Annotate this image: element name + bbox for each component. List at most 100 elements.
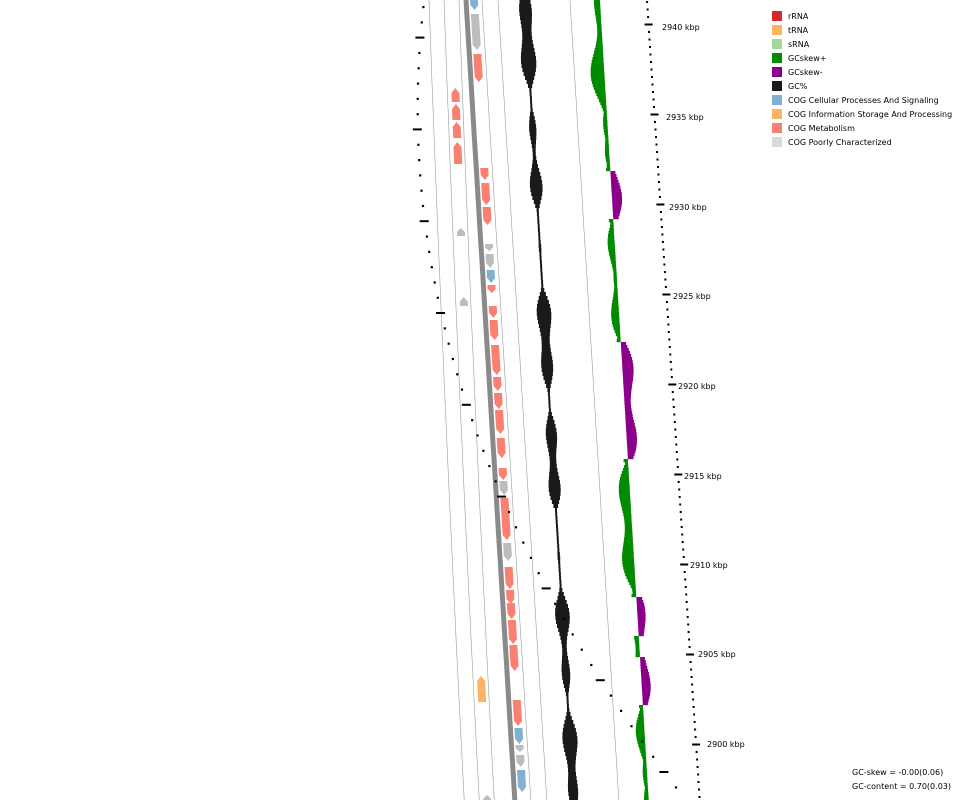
gc-skew-positive-bar — [607, 237, 615, 241]
gc-skew-positive-bar — [603, 126, 608, 130]
ring-line — [428, 0, 465, 800]
cog-feature-arrow — [517, 770, 526, 792]
gc-skew-positive-bar — [601, 105, 607, 109]
gc-skew-negative-bar — [642, 702, 648, 706]
minor-tick — [662, 248, 665, 251]
minor-tick — [649, 53, 652, 56]
gc-skew-positive-bar — [596, 18, 602, 22]
kbp-label: 2940 kbp — [662, 23, 700, 32]
cog-feature-arrow — [481, 183, 491, 205]
gc-skew-positive-bar — [621, 504, 631, 508]
gc-skew-positive-bar — [622, 510, 632, 514]
legend-label: COG Metabolism — [788, 123, 855, 133]
minor-tick — [661, 233, 664, 236]
gc-skew-negative-bar — [627, 447, 637, 451]
gc-skew-positive-bar — [614, 285, 618, 289]
gc-skew-positive-bar — [620, 477, 630, 481]
minor-tick — [641, 740, 644, 743]
cog-feature-arrow — [477, 676, 487, 702]
gc-skew-positive-bar — [613, 327, 620, 331]
gc-skew-positive-bar — [611, 261, 616, 265]
gc-skew-positive-bar — [613, 270, 617, 274]
gc-skew-positive-bar — [631, 594, 637, 598]
gc-skew-positive-bar — [636, 720, 644, 724]
major-tick — [436, 312, 446, 314]
major-tick — [692, 743, 701, 746]
minor-tick — [657, 166, 659, 168]
minor-tick — [696, 758, 699, 761]
minor-tick — [620, 709, 623, 712]
gc-skew-negative-bar — [611, 183, 620, 187]
cog-feature-arrow — [503, 543, 512, 561]
legend-swatch — [772, 109, 782, 119]
minor-tick — [668, 338, 671, 341]
gc-skew-positive-bar — [613, 273, 617, 277]
minor-tick — [681, 533, 684, 536]
legend-label: GCskew+ — [788, 53, 827, 63]
gc-skew-positive-bar — [612, 324, 620, 328]
gc-skew-positive-bar — [593, 87, 606, 91]
gc-skew-positive-bar — [643, 777, 648, 781]
minor-tick — [660, 226, 663, 228]
gc-skew-negative-bar — [624, 393, 631, 397]
major-tick — [461, 403, 471, 406]
gc-skew-positive-bar — [641, 753, 646, 757]
legend-label: tRNA — [788, 25, 809, 35]
kbp-label: 2935 kbp — [666, 113, 704, 122]
major-tick — [541, 587, 551, 590]
gc-skew-positive-bar — [623, 540, 633, 544]
gc-skew-positive-bar — [609, 255, 616, 259]
cog-feature-arrow — [507, 620, 517, 644]
major-tick — [650, 113, 659, 116]
cog-feature-arrow — [491, 345, 501, 375]
gc-skew-negative-bar — [641, 687, 651, 691]
gc-skew-positive-bar — [595, 12, 601, 16]
gc-skew-negative-bar — [637, 615, 646, 619]
minor-tick — [690, 668, 693, 671]
legend-label: rRNA — [788, 11, 809, 21]
minor-tick — [658, 188, 661, 191]
major-tick — [668, 383, 677, 386]
cog-feature-arrow — [485, 254, 494, 268]
gc-skew-positive-bar — [621, 507, 631, 511]
gc-skew-positive-bar — [605, 144, 609, 148]
gc-skew-positive-bar — [606, 168, 611, 172]
minor-tick — [433, 281, 436, 284]
gc-skew-positive-bar — [644, 795, 649, 799]
minor-tick — [661, 241, 664, 243]
gc-skew-positive-bar — [643, 762, 647, 766]
minor-tick — [674, 786, 678, 789]
gc-skew-positive-bar — [643, 759, 647, 763]
gc-skew-negative-bar — [626, 438, 637, 442]
backbone-line — [463, 0, 518, 800]
gc-skew-positive-bar — [612, 300, 619, 304]
minor-tick — [656, 158, 659, 161]
minor-tick — [657, 181, 660, 183]
gc-skew-positive-bar — [624, 570, 635, 574]
minor-tick — [651, 76, 653, 78]
cog-feature-arrow — [456, 228, 466, 236]
gc-skew-negative-bar — [638, 624, 645, 628]
gc-content-stat: GC-content = 0.70(0.03) — [852, 782, 951, 791]
minor-tick — [658, 196, 661, 198]
gc-skew-positive-bar — [608, 246, 615, 250]
gc-skew-positive-bar — [623, 516, 632, 520]
ring-line — [481, 0, 532, 800]
minor-tick — [692, 698, 695, 701]
gc-skew-positive-bar — [625, 462, 629, 466]
minor-tick — [689, 661, 692, 663]
minor-tick — [698, 788, 700, 791]
gc-skew-positive-bar — [642, 765, 647, 769]
gc-skew-negative-bar — [622, 372, 634, 376]
gc-skew-negative-bar — [623, 390, 632, 394]
gc-skew-positive-bar — [636, 735, 645, 739]
cog-feature-arrow — [459, 297, 468, 306]
gc-skew-positive-bar — [622, 549, 634, 553]
gc-skew-negative-bar — [621, 351, 630, 355]
gc-skew-positive-bar — [624, 465, 629, 469]
minor-tick — [656, 151, 658, 153]
gc-skew-positive-bar — [609, 228, 614, 232]
gc-skew-positive-bar — [597, 30, 602, 34]
minor-tick — [488, 465, 491, 468]
minor-tick — [663, 263, 666, 266]
